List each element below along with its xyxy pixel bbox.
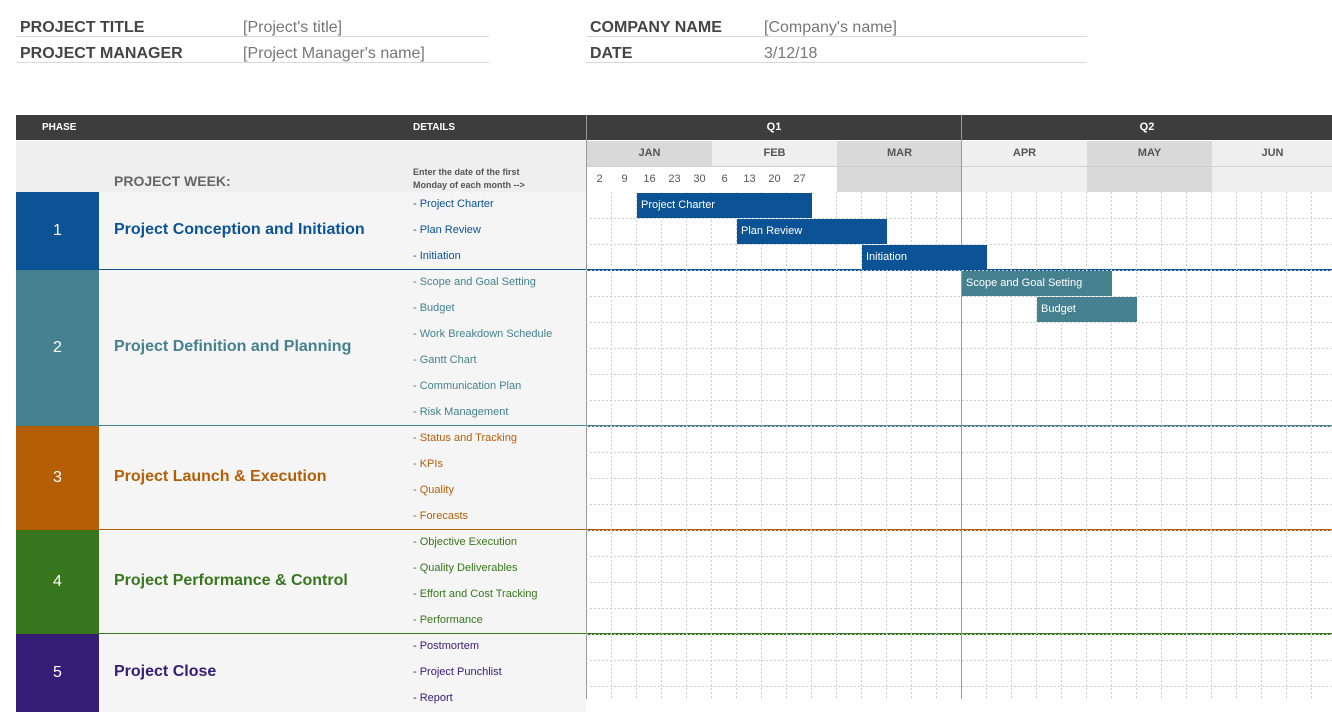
project-manager-value[interactable]: [Project Manager's name] [243,45,425,62]
phase-detail-item[interactable]: - Initiation [413,250,461,262]
phase-detail-item[interactable]: - Scope and Goal Setting [413,276,536,288]
quarter-q2: Q2 [962,115,1332,140]
phase-detail-item[interactable]: - Quality Deliverables [413,562,518,574]
week-number: 9 [621,173,628,185]
month-jun: JUN [1212,141,1332,166]
gantt-bar[interactable]: Project Charter [637,193,812,218]
week-number: 30 [693,173,706,185]
phase-detail-item[interactable]: - Objective Execution [413,536,517,548]
phase-title-4: Project Performance & Control [114,572,348,589]
week-band [837,167,962,192]
week-number: 2 [596,173,603,185]
phase-detail-item[interactable]: - Performance [413,614,483,626]
gantt-bar[interactable]: Scope and Goal Setting [962,271,1112,296]
phase-detail-item[interactable]: - Risk Management [413,406,509,418]
project-manager-label: PROJECT MANAGER [20,45,183,62]
phase-detail-item[interactable]: - Effort and Cost Tracking [413,588,538,600]
project-title-label: PROJECT TITLE [20,19,145,36]
phase-detail-item[interactable]: - Communication Plan [413,380,522,392]
first-monday-note-line1: Enter the date of the first [413,167,520,177]
project-manager-row: PROJECT MANAGER [Project Manager's name] [16,36,489,63]
month-may: MAY [1087,141,1212,166]
first-monday-note-line2: Monday of each month --> [413,180,525,190]
gantt-bar[interactable]: Plan Review [737,219,887,244]
phase-title-3: Project Launch & Execution [114,468,327,485]
phase-detail-item[interactable]: - Quality [413,484,454,496]
company-name-row: COMPANY NAME [Company's name] [586,10,1087,37]
week-number: 20 [768,173,781,185]
month-apr: APR [962,141,1087,166]
phase-number-3: 3 [16,426,99,530]
phase-background [99,530,586,634]
gantt-bar[interactable]: Initiation [862,245,987,270]
gantt-bar[interactable]: Budget [1037,297,1137,322]
phase-number-1: 1 [16,192,99,270]
week-number: 23 [668,173,681,185]
phase-details-header: PHASE DETAILS [16,115,586,140]
month-mar: MAR [837,141,962,166]
phase-detail-item[interactable]: - Project Charter [413,198,494,210]
phase-title-2: Project Definition and Planning [114,338,352,355]
details-header: DETAILS [413,122,456,133]
phase-background [99,426,586,530]
phase-number-2: 2 [16,270,99,426]
quarter-divider [961,115,962,192]
week-band [587,167,712,192]
date-value[interactable]: 3/12/18 [764,45,818,62]
phase-background [99,192,586,270]
phase-title-5: Project Close [114,663,217,680]
phase-detail-item[interactable]: - Plan Review [413,224,481,236]
project-week-label: PROJECT WEEK: [114,173,231,189]
phase-detail-item[interactable]: - Status and Tracking [413,432,517,444]
company-name-label: COMPANY NAME [590,19,722,36]
first-monday-note: Enter the date of the first Monday of ea… [413,166,583,192]
quarter-q1: Q1 [587,115,961,140]
header-divider [587,166,1332,167]
phase-detail-item[interactable]: - Forecasts [413,510,469,522]
phase-background [99,270,586,426]
week-number: 13 [743,173,756,185]
week-band [1087,167,1212,192]
phase-detail-item[interactable]: - Project Punchlist [413,666,502,678]
month-feb: FEB [712,141,837,166]
project-title-row: PROJECT TITLE [Project's title] [16,10,489,37]
phase-number-5: 5 [16,634,99,712]
week-number: 16 [643,173,656,185]
week-band [712,167,837,192]
week-band [962,167,1087,192]
phase-detail-item[interactable]: - Postmortem [413,640,480,652]
week-band [1212,167,1332,192]
phase-number-4: 4 [16,530,99,634]
month-jan: JAN [587,141,712,166]
phase-detail-item[interactable]: - Gantt Chart [413,354,477,366]
date-label: DATE [590,45,633,62]
phase-header: PHASE [42,122,77,133]
week-number: 27 [793,173,806,185]
phase-detail-item[interactable]: - KPIs [413,458,443,470]
phase-title-1: Project Conception and Initiation [114,221,365,238]
phase-detail-item[interactable]: - Budget [413,302,455,314]
timeline-left-divider [586,115,587,192]
date-row: DATE 3/12/18 [586,36,1087,63]
project-title-value[interactable]: [Project's title] [243,19,343,36]
phase-detail-item[interactable]: - Work Breakdown Schedule [413,328,553,340]
week-number: 6 [721,173,728,185]
phase-detail-item[interactable]: - Report [413,692,453,704]
company-name-value[interactable]: [Company's name] [764,19,897,36]
subheader-left [16,141,586,192]
